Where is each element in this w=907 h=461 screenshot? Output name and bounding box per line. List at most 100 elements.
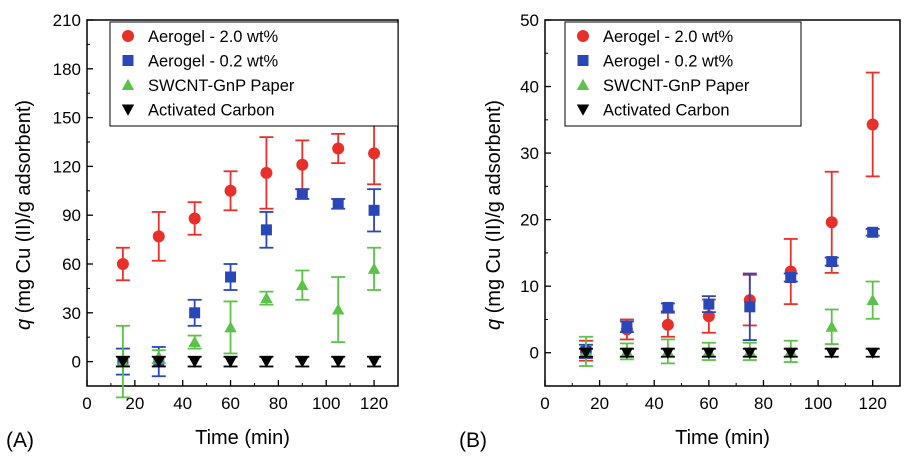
y-tick-label-a: 30 [62, 304, 81, 323]
y-tick-label-b: 0 [530, 344, 539, 363]
data-point [368, 204, 380, 216]
x-tick-label-b: 0 [540, 394, 549, 413]
y-tick-label-b: 50 [520, 11, 539, 30]
data-point [260, 291, 273, 304]
data-point [579, 347, 593, 359]
y-tick-label-a: 60 [62, 255, 81, 274]
data-point [743, 347, 757, 359]
y-tick-label-b: 40 [520, 78, 539, 97]
x-tick-label-a: 60 [221, 394, 240, 413]
series-b-3 [578, 347, 880, 359]
data-point [152, 230, 165, 243]
legend-b: Aerogel - 2.0 wt% Aerogel - 0.2 wt% SWCNT-… [564, 21, 802, 127]
data-point [331, 356, 345, 368]
y-tick-label-b: 10 [520, 277, 539, 296]
data-point [621, 321, 633, 333]
y-tick-label-a: 180 [53, 60, 81, 79]
legend-label: SWCNT-GnP Paper [603, 77, 750, 95]
y-tick-label-a: 150 [53, 109, 81, 128]
data-point [260, 166, 273, 179]
data-point [116, 258, 129, 270]
data-point [368, 147, 381, 160]
data-point [296, 278, 309, 291]
plot-frame-a [86, 19, 399, 387]
legend-frame-b [564, 21, 802, 127]
data-point [825, 347, 838, 359]
y-tick-label-a: 120 [53, 157, 81, 176]
legend-marker [576, 78, 590, 90]
data-point [296, 188, 308, 200]
data-point [332, 142, 345, 155]
data-point [866, 347, 879, 359]
data-point [332, 198, 344, 210]
x-tick-label-a: 20 [125, 394, 144, 413]
legend-marker [577, 55, 589, 66]
x-tick-label-a: 100 [312, 394, 340, 413]
legend-label: SWCNT-GnP Paper [148, 77, 295, 95]
data-point [825, 320, 838, 332]
data-point [296, 356, 309, 368]
data-point [152, 356, 165, 368]
legend-marker [122, 55, 134, 66]
x-axis-label-a: Time (min) [195, 427, 290, 449]
data-point [188, 212, 201, 225]
data-point [785, 272, 797, 284]
data-point [867, 226, 879, 238]
y-tick-label-b: 20 [520, 211, 539, 230]
legend-marker [122, 30, 134, 42]
data-point [367, 262, 381, 274]
y-tick-label-a: 0 [72, 353, 81, 372]
series-a-0 [115, 121, 382, 282]
data-point [744, 301, 756, 313]
legend-label: Aerogel - 2.0 wt% [148, 28, 279, 46]
y-axis-label-b: q (mg Cu (II)/g adsorbent) [483, 100, 505, 330]
series-a-1 [115, 188, 382, 378]
data-point [866, 293, 879, 306]
legend-marker [577, 30, 589, 42]
series-b-2 [578, 280, 880, 367]
data-point [703, 298, 715, 310]
data-point [367, 356, 381, 368]
data-point [116, 356, 130, 368]
data-point [188, 356, 201, 368]
data-point [224, 184, 237, 197]
legend-marker [121, 78, 135, 90]
y-tick-label-a: 90 [62, 206, 81, 225]
x-tick-label-b: 80 [754, 394, 773, 413]
legend-label: Aerogel - 0.2 wt% [148, 53, 279, 71]
data-point [225, 271, 237, 283]
data-point [260, 224, 272, 236]
x-tick-label-a: 80 [269, 394, 288, 413]
legend-label: Aerogel - 0.2 wt% [603, 53, 734, 71]
x-tick-label-a: 0 [82, 394, 91, 413]
data-point [189, 307, 201, 319]
data-point [661, 347, 675, 359]
panel-label-b: (B) [459, 429, 487, 452]
chart-panel-b: 0 20 40 60 80 100 120 0 10 20 30 40 50 Time (min) q (m… [483, 11, 901, 449]
data-point [661, 318, 674, 331]
series-a-3 [115, 355, 382, 368]
x-tick-label-b: 60 [699, 394, 718, 413]
x-tick-label-a: 40 [173, 394, 192, 413]
legend-label: Activated Carbon [603, 102, 730, 120]
panel-label-a: (A) [6, 429, 34, 452]
y-tick-label-b: 30 [520, 144, 539, 163]
chart-panel-a: 0 20 40 60 80 100 120 0 30 60 90 120 150 180 210 Time (… [13, 11, 399, 449]
x-tick-label-b: 100 [804, 394, 832, 413]
y-tick-label-a: 210 [53, 11, 81, 30]
data-point [331, 303, 345, 315]
data-point [620, 347, 634, 359]
data-point [224, 321, 237, 333]
data-point [662, 301, 674, 313]
legend-marker [576, 104, 590, 116]
data-point [702, 347, 716, 359]
x-tick-label-b: 40 [645, 394, 664, 413]
legend-label: Aerogel - 2.0 wt% [603, 28, 734, 46]
data-point [188, 335, 201, 348]
x-tick-label-b: 20 [590, 394, 609, 413]
legend-frame-a [109, 21, 399, 127]
x-tick-label-b: 120 [859, 394, 887, 413]
x-axis-label-b: Time (min) [675, 427, 770, 449]
y-axis-label-a: q (mg Cu (II)/g adsorbent) [13, 100, 35, 330]
